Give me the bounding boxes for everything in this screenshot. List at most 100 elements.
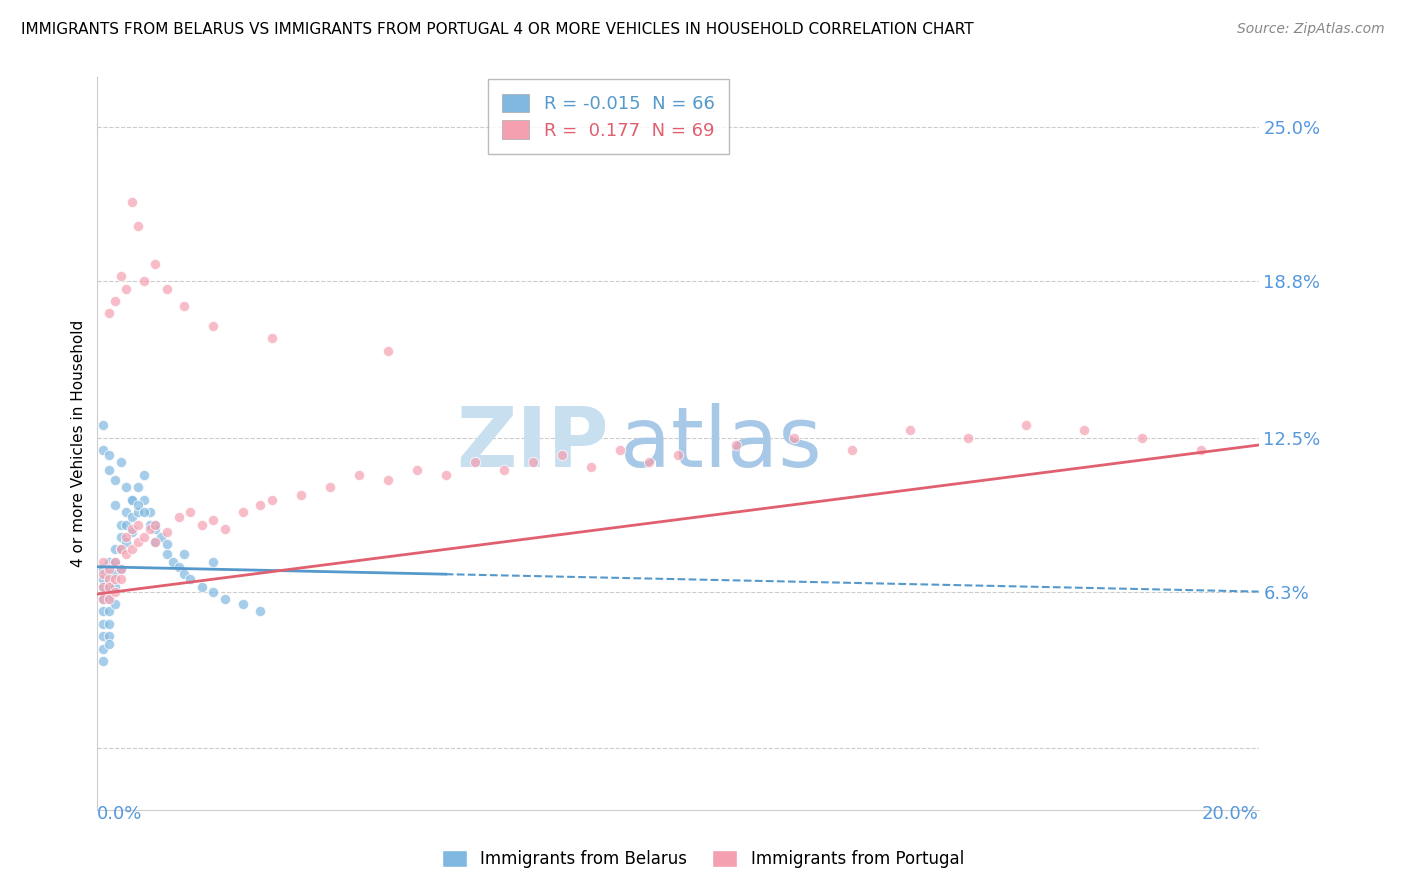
Point [132, 530, 155, 544]
Text: 20.0%: 20.0% [1202, 805, 1258, 823]
Point [97, 572, 120, 586]
Point [97, 562, 120, 576]
Point [104, 555, 127, 569]
Point [191, 517, 214, 532]
Point [150, 530, 173, 544]
Point [121, 492, 143, 507]
Point [104, 572, 127, 586]
Point [91, 442, 114, 457]
Point [579, 460, 602, 475]
Point [179, 505, 201, 519]
Point [132, 505, 155, 519]
Point [115, 505, 138, 519]
Point [145, 517, 167, 532]
Point [121, 524, 143, 539]
Point [91, 654, 114, 668]
Point [290, 488, 312, 502]
Point [214, 523, 236, 537]
Point [132, 492, 155, 507]
Point [138, 505, 160, 519]
Point [115, 535, 138, 549]
Point [1073, 423, 1095, 437]
Point [898, 423, 921, 437]
Point [91, 562, 114, 576]
Point [110, 530, 132, 544]
Point [841, 442, 863, 457]
Point [91, 418, 114, 433]
Point [127, 480, 149, 494]
Point [127, 535, 149, 549]
Point [110, 542, 132, 557]
Point [145, 535, 167, 549]
Point [91, 555, 114, 569]
Point [249, 498, 271, 512]
Point [104, 567, 127, 582]
Point [405, 463, 427, 477]
Point [115, 530, 138, 544]
Point [97, 306, 120, 320]
Point [464, 455, 486, 469]
Point [522, 455, 544, 469]
Point [121, 542, 143, 557]
Point [104, 473, 127, 487]
Point [91, 580, 114, 594]
Point [104, 542, 127, 557]
Point [638, 455, 661, 469]
Point [167, 559, 190, 574]
Point [145, 517, 167, 532]
Point [202, 318, 225, 333]
Point [127, 517, 149, 532]
Point [121, 492, 143, 507]
Point [132, 274, 155, 288]
Point [97, 567, 120, 582]
Point [121, 523, 143, 537]
Point [91, 592, 114, 607]
Point [377, 343, 399, 358]
Point [127, 498, 149, 512]
Point [97, 592, 120, 607]
Point [1015, 418, 1038, 433]
Point [145, 523, 167, 537]
Text: ZIP: ZIP [456, 403, 609, 484]
Point [173, 299, 195, 313]
Point [97, 604, 120, 618]
Point [110, 269, 132, 284]
Point [91, 604, 114, 618]
Point [783, 431, 806, 445]
Point [91, 616, 114, 631]
Text: IMMIGRANTS FROM BELARUS VS IMMIGRANTS FROM PORTUGAL 4 OR MORE VEHICLES IN HOUSEH: IMMIGRANTS FROM BELARUS VS IMMIGRANTS FR… [21, 22, 974, 37]
Point [318, 480, 340, 494]
Y-axis label: 4 or more Vehicles in Household: 4 or more Vehicles in Household [72, 320, 86, 567]
Point [110, 562, 132, 576]
Point [127, 219, 149, 234]
Point [97, 629, 120, 643]
Point [1132, 431, 1154, 445]
Point [179, 572, 201, 586]
Point [91, 572, 114, 586]
Point [97, 463, 120, 477]
Point [156, 537, 179, 551]
Point [97, 555, 120, 569]
Point [214, 592, 236, 607]
Point [97, 580, 120, 594]
Text: atlas: atlas [620, 403, 821, 484]
Point [110, 455, 132, 469]
Point [167, 510, 190, 524]
Point [145, 257, 167, 271]
Point [110, 517, 132, 532]
Legend: Immigrants from Belarus, Immigrants from Portugal: Immigrants from Belarus, Immigrants from… [433, 842, 973, 877]
Point [377, 473, 399, 487]
Point [115, 281, 138, 295]
Point [492, 463, 515, 477]
Point [138, 523, 160, 537]
Point [97, 592, 120, 607]
Point [91, 580, 114, 594]
Point [202, 584, 225, 599]
Point [115, 517, 138, 532]
Point [127, 505, 149, 519]
Point [121, 194, 143, 209]
Point [957, 431, 980, 445]
Point [110, 562, 132, 576]
Point [231, 597, 253, 611]
Point [104, 293, 127, 308]
